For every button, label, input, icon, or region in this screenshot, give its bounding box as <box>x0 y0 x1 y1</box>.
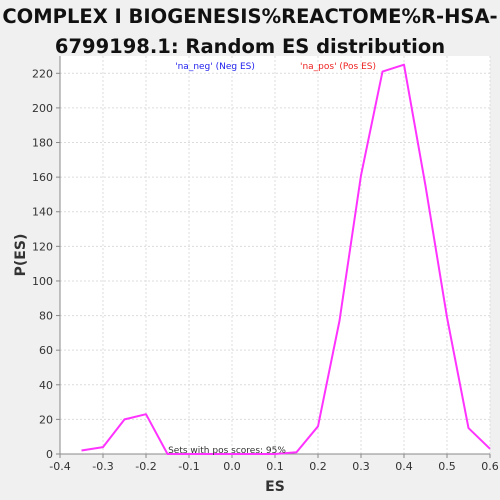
y-tick-label: 180 <box>32 137 53 150</box>
series-group <box>81 63 491 455</box>
y-tick-label: 80 <box>39 310 53 323</box>
x-tick-label: -0.4 <box>49 460 70 473</box>
y-ticks: 0 20 40 60 80 100 120 140 160 180 200 220 <box>32 67 60 461</box>
y-tick-label: 20 <box>39 413 53 426</box>
x-axis-label: ES <box>265 479 285 495</box>
y-tick-label: 60 <box>39 344 53 357</box>
x-tick-label: 0.2 <box>309 460 327 473</box>
x-tick-label: 0.1 <box>266 460 284 473</box>
x-tick-label: -0.1 <box>178 460 199 473</box>
series-line <box>81 63 491 455</box>
legend-neg: 'na_neg' (Neg ES) <box>175 62 255 72</box>
x-tick-label: 0.4 <box>395 460 413 473</box>
plot-area <box>60 56 490 454</box>
pos-scores-annotation: Sets with pos scores: 95% <box>168 446 286 456</box>
y-tick-label: 40 <box>39 379 53 392</box>
chart-title-line-1: COMPLEX I BIOGENESIS%REACTOME%R-HSA- <box>2 5 498 28</box>
y-tick-label: 160 <box>32 171 53 184</box>
y-tick-label: 120 <box>32 240 53 253</box>
y-tick-label: 140 <box>32 206 53 219</box>
legend-pos: 'na_pos' (Pos ES) <box>300 62 376 72</box>
x-tick-label: 0.6 <box>481 460 499 473</box>
y-tick-label: 100 <box>32 275 53 288</box>
x-tick-label: 0.5 <box>438 460 456 473</box>
y-tick-label: 200 <box>32 102 53 115</box>
y-tick-label: 0 <box>46 448 53 461</box>
y-tick-label: 220 <box>32 67 53 80</box>
chart-title-line-2: 6799198.1: Random ES distribution <box>54 35 446 58</box>
x-tick-label: 0.0 <box>223 460 241 473</box>
chart-title: COMPLEX I BIOGENESIS%REACTOME%R-HSA- 679… <box>0 2 500 62</box>
y-axis-label: P(ES) <box>13 234 29 277</box>
x-ticks: -0.4 -0.3 -0.2 -0.1 0.0 0.1 0.2 0.3 0.4 0.5 0.6 <box>49 454 499 473</box>
x-tick-label: 0.3 <box>352 460 370 473</box>
x-tick-label: -0.2 <box>135 460 156 473</box>
x-tick-label: -0.3 <box>92 460 113 473</box>
